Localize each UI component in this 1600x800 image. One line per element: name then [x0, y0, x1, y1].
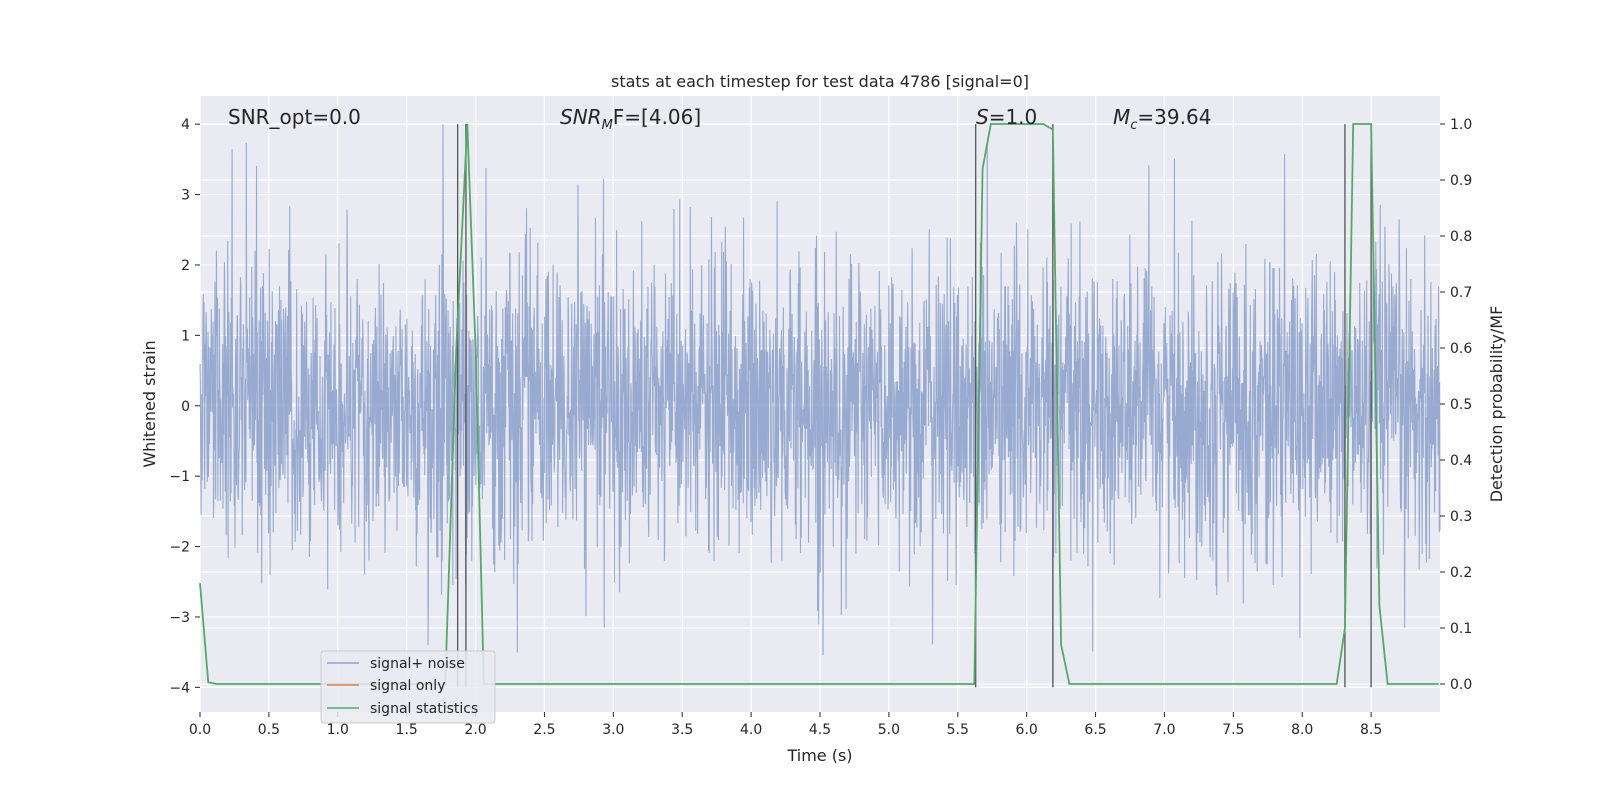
x-tick-label-7: 3.5 [671, 722, 693, 738]
annotation-snr-mf-rest: F=[4.06] [613, 105, 701, 129]
annotation-s: S=1.0 [976, 105, 1037, 129]
y-right-tick-label-6: 0.6 [1450, 341, 1472, 357]
legend-box [320, 650, 496, 724]
x-tick-label-2: 1.0 [327, 722, 349, 738]
y-right-tick-label-8: 0.8 [1450, 229, 1472, 245]
x-tick-label-11: 5.5 [947, 722, 969, 738]
x-tick-label-9: 4.5 [809, 722, 831, 738]
signal-noise-series [199, 124, 1441, 656]
x-tick-label-8: 4.0 [740, 722, 762, 738]
y-right-tick-label-5: 0.5 [1450, 397, 1472, 413]
x-tick-label-14: 7.0 [1153, 722, 1175, 738]
y-left-tick-label-3: −1 [169, 469, 190, 485]
y-right-tick-label-7: 0.7 [1450, 285, 1472, 301]
y-right-tick-label-3: 0.3 [1450, 509, 1472, 525]
annotation-mc-main: M [1113, 105, 1130, 129]
x-axis-label: Time (s) [786, 746, 852, 765]
y-left-axis-ticks: −4 −3 −2 −1 0 1 2 3 4 [169, 117, 200, 696]
signal-noise-line [199, 124, 1441, 656]
y-left-tick-label-4: 0 [181, 399, 190, 415]
y-right-tick-label-1: 0.1 [1450, 621, 1472, 637]
x-tick-label-10: 5.0 [878, 722, 900, 738]
annotation-mc: Mc=39.64 [1113, 105, 1211, 133]
x-tick-label-6: 3.0 [602, 722, 624, 738]
y-right-tick-label-4: 0.4 [1450, 453, 1472, 469]
y-right-tick-label-0: 0.0 [1450, 677, 1472, 693]
legend-label-noise: signal+ noise [370, 656, 465, 672]
legend-label-signal-only: signal only [370, 678, 445, 694]
annotation-snr-mf-sub: M [602, 118, 613, 133]
annotation-mc-sub: c [1130, 118, 1137, 133]
x-tick-label-12: 6.0 [1016, 722, 1038, 738]
x-tick-label-5: 2.5 [533, 722, 555, 738]
x-tick-label-3: 1.5 [396, 722, 418, 738]
y-right-tick-label-10: 1.0 [1450, 117, 1472, 133]
annotation-mc-rest: =39.64 [1137, 105, 1211, 129]
x-tick-label-16: 8.0 [1291, 722, 1313, 738]
y-left-tick-label-1: −3 [169, 610, 190, 626]
x-tick-label-1: 0.5 [258, 722, 280, 738]
y-left-tick-label-2: −2 [169, 540, 190, 556]
x-axis-ticks: 0.0 0.5 1.0 1.5 2.0 2.5 3.0 3.5 4.0 4.5 5.0 5.5 6.0 6… [189, 712, 1382, 738]
y-left-axis-label: Whitened strain [140, 340, 159, 467]
legend: signal+ noise signal only signal statist… [320, 650, 496, 724]
signal-statistics-line [199, 123, 1439, 685]
annotation-snr-opt: SNR_opt=0.0 [228, 105, 361, 129]
x-tick-label-13: 6.5 [1084, 722, 1106, 738]
y-left-tick-label-7: 3 [181, 188, 190, 204]
annotation-snr-mf-main: SNR [560, 105, 602, 129]
signal-statistics-series [199, 123, 1439, 685]
y-right-axis-ticks: 0.0 0.1 0.2 0.3 0.4 0.5 0.6 0.7 0.8 0.9 1.0 [1440, 117, 1472, 693]
y-right-tick-label-9: 0.9 [1450, 173, 1472, 189]
legend-label-statistics: signal statistics [370, 701, 478, 717]
annotation-s-main: S [976, 105, 989, 129]
y-left-tick-label-8: 4 [181, 117, 190, 133]
annotation-snr-mf: SNRMF=[4.06] [560, 105, 701, 133]
y-left-tick-label-0: −4 [169, 680, 190, 696]
y-right-axis-label: Detection probability/MF [1487, 306, 1506, 503]
annotation-s-rest: =1.0 [989, 105, 1038, 129]
x-tick-label-4: 2.0 [464, 722, 486, 738]
chart-title: stats at each timestep for test data 478… [611, 72, 1029, 91]
x-tick-label-0: 0.0 [189, 722, 211, 738]
y-left-tick-label-5: 1 [181, 328, 190, 344]
y-right-tick-label-2: 0.2 [1450, 565, 1472, 581]
y-left-tick-label-6: 2 [181, 258, 190, 274]
x-tick-label-17: 8.5 [1360, 722, 1382, 738]
x-tick-label-15: 7.5 [1222, 722, 1244, 738]
